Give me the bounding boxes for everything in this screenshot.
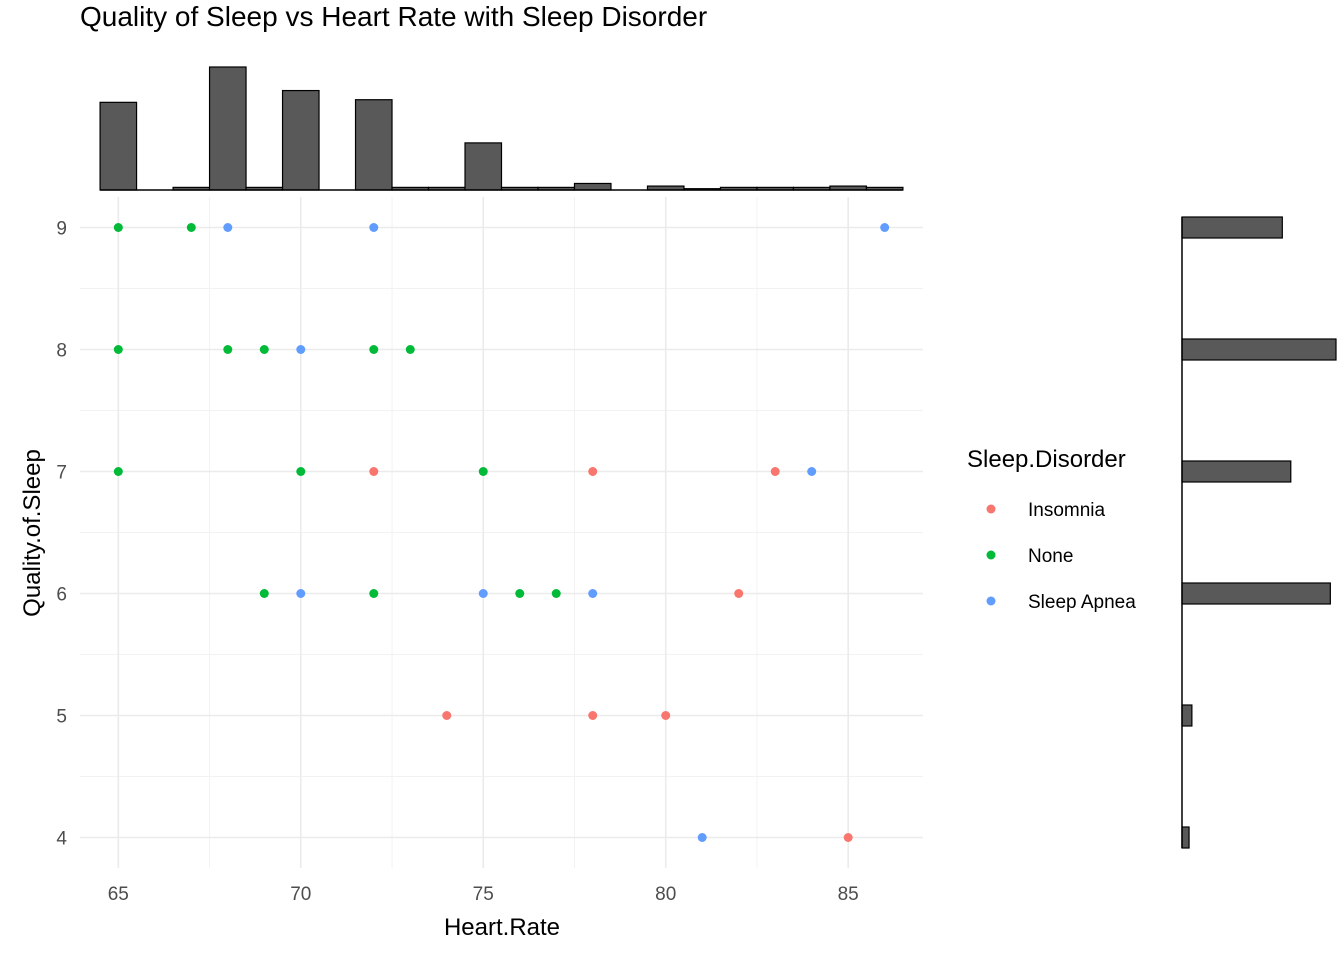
data-point [478, 467, 488, 476]
data-point [369, 223, 379, 232]
data-point [588, 589, 598, 598]
top-hist-bar [281, 89, 320, 191]
data-point [478, 589, 488, 598]
data-point [588, 711, 598, 720]
legend-key [986, 504, 996, 514]
legend-title: Sleep.Disorder [967, 446, 1126, 473]
legend-label: Sleep Apnea [1028, 592, 1136, 613]
data-point [113, 223, 123, 232]
data-point [369, 345, 379, 354]
right-marginal-histogram [1181, 216, 1337, 849]
data-point [442, 711, 452, 720]
data-point [843, 833, 853, 842]
data-point [113, 345, 123, 354]
data-points [113, 223, 890, 842]
top-hist-bar [208, 66, 247, 191]
top-hist-bar [573, 182, 612, 191]
scatter-panel [80, 197, 923, 868]
top-hist-bar [464, 142, 503, 191]
x-tick-label: 80 [655, 884, 676, 905]
x-axis-ticks: 65 70 75 80 85 [108, 884, 859, 905]
data-point [661, 711, 671, 720]
y-tick-label: 7 [56, 463, 67, 484]
right-hist-bar [1181, 704, 1193, 727]
top-hist-bar [99, 101, 138, 191]
data-point [551, 589, 561, 598]
data-point [880, 223, 890, 232]
data-point [515, 589, 525, 598]
y-tick-label: 9 [56, 219, 67, 240]
data-point [770, 467, 780, 476]
data-point [296, 589, 306, 598]
legend-label: None [1028, 546, 1073, 567]
top-hist-bar [354, 99, 393, 191]
legend-key [986, 550, 996, 560]
y-axis-title: Quality.of.Sleep [19, 449, 46, 617]
data-point [697, 833, 707, 842]
data-point [223, 345, 233, 354]
data-point [369, 589, 379, 598]
x-tick-label: 65 [108, 884, 129, 905]
right-hist-bar [1181, 582, 1331, 605]
y-tick-label: 4 [56, 829, 67, 850]
data-point [223, 223, 233, 232]
y-tick-label: 5 [56, 707, 67, 728]
data-point [113, 467, 123, 476]
legend-key [986, 596, 996, 606]
data-point [369, 467, 379, 476]
data-point [186, 223, 196, 232]
right-hist-bar [1181, 460, 1292, 483]
right-hist-bar [1181, 338, 1337, 361]
grid-lines [80, 197, 923, 868]
x-tick-label: 85 [838, 884, 859, 905]
x-axis-title: Heart.Rate [444, 914, 560, 941]
right-hist-bar [1181, 826, 1190, 849]
x-tick-label: 75 [473, 884, 494, 905]
legend-label: Insomnia [1028, 500, 1106, 521]
x-tick-label: 70 [290, 884, 311, 905]
data-point [807, 467, 817, 476]
data-point [296, 467, 306, 476]
y-tick-label: 6 [56, 585, 67, 606]
y-axis-ticks: 4 5 6 7 8 9 [56, 219, 67, 850]
data-point [588, 467, 598, 476]
data-point [259, 589, 269, 598]
right-hist-bar [1181, 216, 1283, 239]
data-point [296, 345, 306, 354]
chart-title: Quality of Sleep vs Heart Rate with Slee… [80, 1, 707, 32]
data-point [405, 345, 415, 354]
legend: Sleep.Disorder Insomnia None Sleep Apnea [967, 446, 1136, 613]
top-marginal-histogram [99, 66, 904, 191]
data-point [734, 589, 744, 598]
data-point [259, 345, 269, 354]
y-tick-label: 8 [56, 341, 67, 362]
